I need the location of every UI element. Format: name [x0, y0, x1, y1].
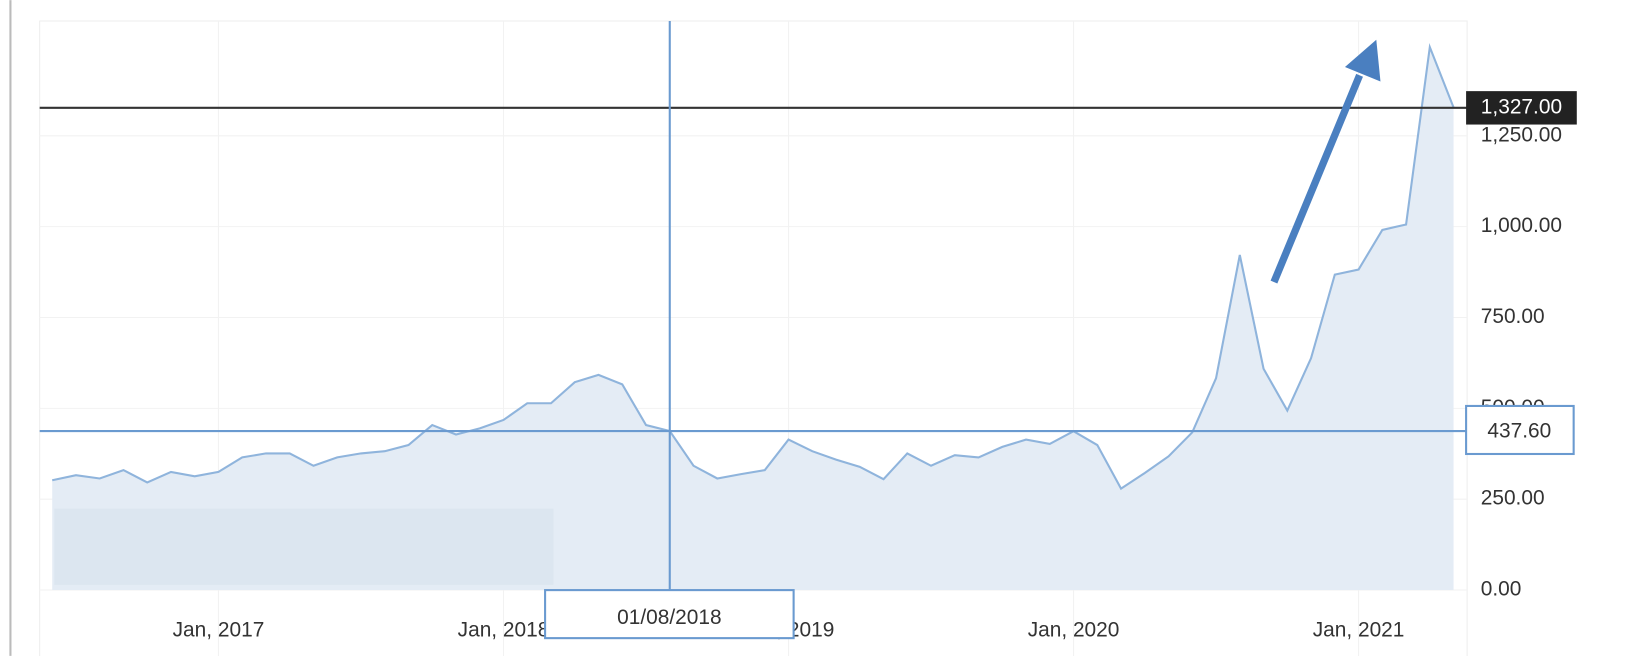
reference-label-box	[1466, 91, 1577, 125]
arrow-shaft	[1270, 73, 1363, 284]
y-tick-label: 1,000.00	[1481, 214, 1562, 237]
y-tick-label: 0.00	[1481, 578, 1522, 601]
plot-frame	[39, 20, 1468, 656]
reference-label: 1,327.00	[1481, 95, 1562, 118]
redaction	[54, 508, 554, 585]
x-tick-label: Jan, 2020	[1028, 618, 1120, 641]
crosshair-value-box	[1465, 404, 1575, 456]
y-tick-label: 750.00	[1481, 305, 1545, 328]
crosshair-date-label: 01/08/2018	[617, 606, 721, 629]
x-tick-label: Jan, 2017	[173, 618, 265, 641]
x-tick-label: Jan, 2018	[458, 618, 550, 641]
x-tick-label: Jan, 2021	[1313, 618, 1405, 641]
crosshair-value-label: 437.60	[1487, 420, 1551, 443]
crosshair-date-box	[544, 589, 795, 640]
area	[52, 47, 1454, 591]
line	[51, 43, 1455, 491]
y-tick-label: 250.00	[1481, 487, 1545, 510]
y-tick-label: 1,250.00	[1481, 123, 1562, 146]
arrow-head	[1344, 39, 1381, 82]
